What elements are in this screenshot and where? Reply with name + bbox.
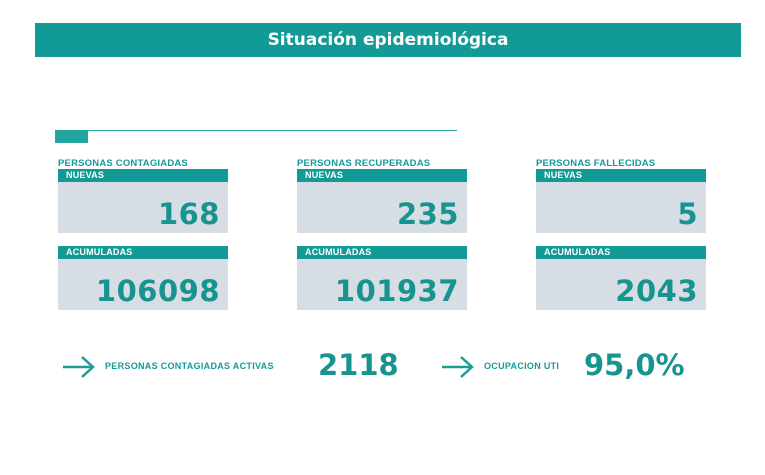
card-value: 5 xyxy=(677,197,698,231)
card-label: ACUMULADAS xyxy=(58,246,228,259)
section-divider xyxy=(55,130,457,131)
icu-occupancy-label: OCUPACION UTI xyxy=(484,361,560,371)
arrow-right-icon xyxy=(442,356,474,378)
icu-occupancy-value: 95,0% xyxy=(584,348,685,382)
group-title: PERSONAS CONTAGIADAS xyxy=(58,158,188,169)
card-value: 106098 xyxy=(95,274,220,308)
card-nuevas: NUEVAS 5 xyxy=(536,169,706,233)
card-acumuladas: ACUMULADAS 101937 xyxy=(297,246,467,310)
card-nuevas: NUEVAS 168 xyxy=(58,169,228,233)
card-label: ACUMULADAS xyxy=(297,246,467,259)
arrow-right-icon xyxy=(63,356,95,378)
card-label: ACUMULADAS xyxy=(536,246,706,259)
card-nuevas: NUEVAS 235 xyxy=(297,169,467,233)
card-label: NUEVAS xyxy=(58,169,228,182)
group-title: PERSONAS RECUPERADAS xyxy=(297,158,431,169)
group-title: PERSONAS FALLECIDAS xyxy=(536,158,656,169)
active-cases-value: 2118 xyxy=(318,348,399,382)
page-title: Situación epidemiológica xyxy=(267,30,509,50)
card-value: 168 xyxy=(157,197,220,231)
section-divider-marker xyxy=(55,130,88,143)
card-value: 2043 xyxy=(615,274,698,308)
card-label: NUEVAS xyxy=(536,169,706,182)
card-acumuladas: ACUMULADAS 106098 xyxy=(58,246,228,310)
active-cases-label: PERSONAS CONTAGIADAS ACTIVAS xyxy=(105,361,274,371)
card-acumuladas: ACUMULADAS 2043 xyxy=(536,246,706,310)
card-value: 235 xyxy=(396,197,459,231)
card-label: NUEVAS xyxy=(297,169,467,182)
card-value: 101937 xyxy=(334,274,459,308)
page-title-banner: Situación epidemiológica xyxy=(35,23,741,57)
